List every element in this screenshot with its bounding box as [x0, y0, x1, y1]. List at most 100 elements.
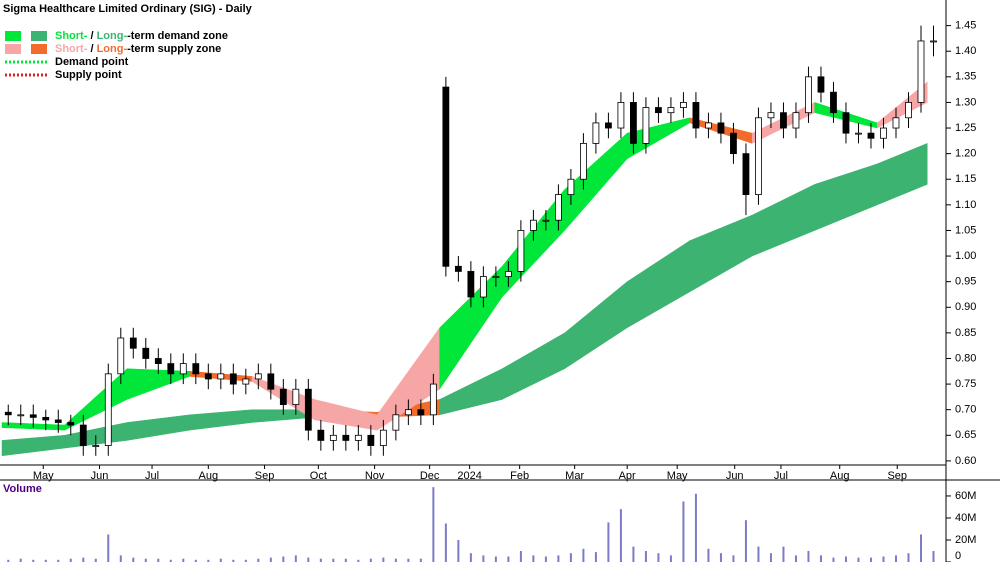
volume-bar — [94, 558, 97, 562]
candle-body — [154, 358, 162, 365]
volume-bar — [219, 558, 222, 562]
x-tick-label: Aug — [830, 470, 850, 482]
candle-body — [867, 132, 875, 139]
volume-bar — [532, 555, 535, 562]
candle-body — [755, 117, 762, 196]
volume-bar — [182, 558, 185, 562]
volume-bar — [369, 558, 372, 562]
volume-bar — [594, 552, 597, 562]
volume-bar — [244, 559, 247, 562]
x-tick-label: May — [33, 470, 54, 482]
volume-bar — [82, 557, 85, 562]
candle-body — [717, 122, 725, 134]
y-tick-label: 0.80 — [955, 352, 976, 364]
candle-body — [354, 434, 362, 441]
volume-bar — [919, 534, 922, 562]
volume-bar — [894, 555, 897, 562]
candle-body — [630, 102, 637, 144]
volume-bar — [819, 555, 822, 562]
volume-bar — [644, 550, 647, 562]
volume-bar — [69, 558, 72, 562]
y-tick-label: 1.10 — [955, 199, 976, 211]
volume-bar — [569, 553, 572, 562]
volume-tick-label: 60M — [955, 490, 976, 502]
candle-body — [592, 122, 600, 144]
candle-body — [554, 194, 562, 221]
volume-bar — [394, 558, 397, 562]
volume-bar — [544, 556, 547, 562]
y-tick-label: 0.65 — [955, 429, 976, 441]
candle-body — [542, 219, 550, 222]
y-tick-label: 0.90 — [955, 301, 976, 313]
candle-body — [780, 112, 787, 129]
candle-body — [317, 429, 325, 441]
x-tick-label: 2024 — [457, 470, 481, 482]
y-tick-label: 1.15 — [955, 173, 976, 185]
zone-segment — [876, 81, 928, 129]
volume-bar — [169, 559, 172, 562]
volume-bar — [832, 557, 835, 562]
candle-body — [267, 373, 275, 390]
volume-bar — [119, 555, 122, 562]
candle-body — [567, 178, 575, 196]
candle-body — [817, 76, 825, 93]
y-tick-label: 1.30 — [955, 96, 976, 108]
volume-bar — [882, 556, 885, 562]
x-tick-label: Aug — [199, 470, 219, 482]
candle-body — [792, 112, 800, 129]
volume-bar — [869, 557, 872, 562]
volume-bar — [57, 559, 60, 562]
candle-body — [417, 409, 425, 416]
legend-text: Short- — [55, 30, 88, 42]
volume-bar — [282, 556, 285, 562]
volume-bar — [294, 555, 297, 562]
candle-body — [54, 419, 62, 423]
candle-body — [217, 373, 225, 380]
candle-body — [29, 414, 37, 418]
candle-body — [767, 112, 775, 119]
candle-body — [580, 142, 587, 180]
volume-bar — [194, 559, 197, 562]
candle-body — [805, 76, 812, 114]
volume-bar — [144, 558, 147, 562]
candle-body — [892, 117, 900, 129]
volume-bar — [19, 558, 22, 562]
candle-body — [42, 416, 50, 421]
y-tick-label: 0.70 — [955, 404, 976, 416]
volume-bar — [607, 522, 610, 562]
candle-body — [517, 230, 525, 272]
candle-body — [104, 373, 112, 446]
candle-body — [392, 414, 400, 431]
candle-body — [429, 383, 437, 416]
volume-label: Volume — [3, 483, 42, 495]
volume-bar — [619, 509, 622, 562]
volume-bar — [432, 487, 435, 562]
volume-bar — [319, 558, 322, 562]
volume-tick-label: 20M — [955, 534, 976, 546]
candle-body — [617, 102, 625, 129]
y-tick-label: 0.75 — [955, 378, 976, 390]
candle-body — [880, 127, 887, 139]
candle-body — [842, 112, 850, 134]
legend-text: -term demand zone — [127, 30, 228, 42]
x-tick-label: Sep — [887, 470, 907, 482]
candle-body — [742, 153, 750, 196]
y-tick-label: 1.45 — [955, 20, 976, 32]
candle-body — [17, 414, 25, 417]
y-tick-label: 0.85 — [955, 327, 976, 339]
y-tick-label: 1.05 — [955, 224, 976, 236]
chart-title: Sigma Healthcare Limited Ordinary (SIG) … — [3, 3, 253, 15]
candle-body — [404, 409, 412, 416]
volume-bar — [132, 557, 135, 562]
candle-body — [504, 271, 512, 277]
candle-body — [917, 40, 925, 103]
volume-bar — [494, 556, 497, 562]
volume-bar — [582, 548, 585, 562]
x-tick-label: Dec — [420, 470, 440, 482]
candle-body — [4, 411, 12, 416]
y-tick-label: 0.60 — [955, 455, 976, 467]
legend-swatch — [31, 31, 47, 41]
candle-body — [192, 363, 200, 375]
candle-body — [705, 122, 712, 129]
